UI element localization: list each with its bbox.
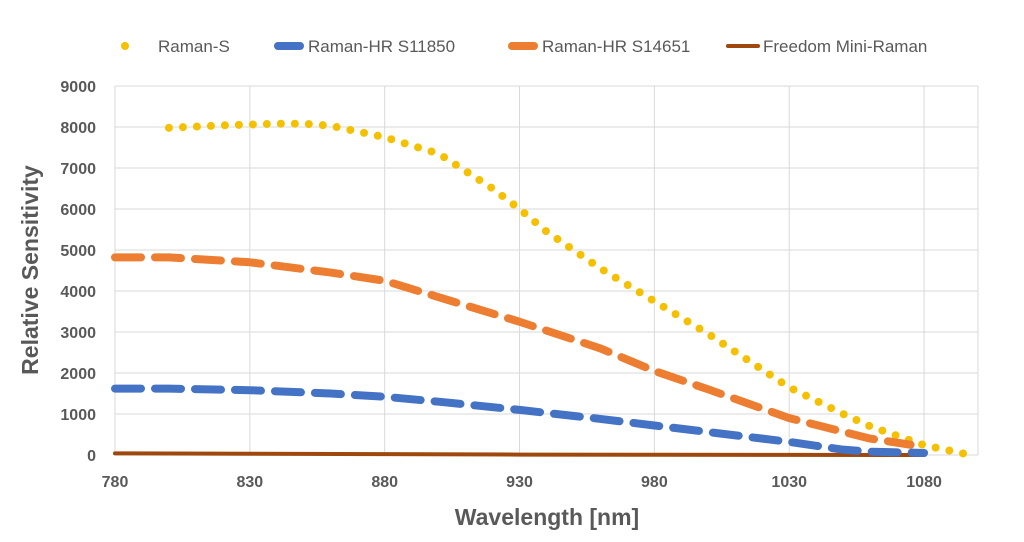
y-tick-label: 3000 [60,325,96,342]
x-tick-labels: 780 830 880 930 980 1030 1080 [102,474,942,491]
legend-item: Freedom Mini-Raman [726,37,927,56]
legend-item: Raman-HR S11850 [274,37,455,56]
y-axis-label: Relative Sensitivity [17,165,43,375]
legend-item: Raman-HR S14651 [508,37,690,56]
legend-label: Freedom Mini-Raman [763,37,927,56]
x-axis-label: Wavelength [nm] [455,504,639,530]
legend-label: Raman-HR S14651 [542,37,690,56]
x-tick-label: 880 [371,474,398,491]
y-tick-label: 6000 [60,202,96,219]
series-line-raman-s [164,119,969,458]
legend-label: Raman-S [158,37,230,56]
y-tick-label: 7000 [60,161,96,178]
series-line-raman-hr-s14651 [111,253,915,449]
x-tick-label: 780 [102,474,129,491]
x-tick-label: 830 [236,474,263,491]
y-tick-label: 9000 [60,79,96,96]
y-tick-label: 8000 [60,120,96,137]
grid [114,85,979,456]
series-line-freedom-mini-raman [113,451,927,457]
legend-item: Raman-S [121,37,230,56]
y-tick-label: 2000 [60,366,96,383]
x-tick-label: 930 [506,474,533,491]
y-tick-labels: 0 1000 2000 3000 4000 5000 6000 7000 8000 9000 [60,79,96,465]
legend-label: Raman-HR S11850 [308,37,455,56]
y-tick-label: 4000 [60,284,96,301]
plot-area [111,119,969,458]
legend: Raman-S Raman-HR S11850 Raman-HR S14651 Fre… [121,37,927,56]
y-tick-label: 5000 [60,243,96,260]
x-tick-label: 1030 [771,474,807,491]
x-tick-label: 980 [641,474,668,491]
series-line-raman-hr-s11850 [111,384,929,457]
x-tick-label: 1080 [906,474,942,491]
y-tick-label: 0 [87,448,96,465]
y-tick-label: 1000 [60,407,96,424]
